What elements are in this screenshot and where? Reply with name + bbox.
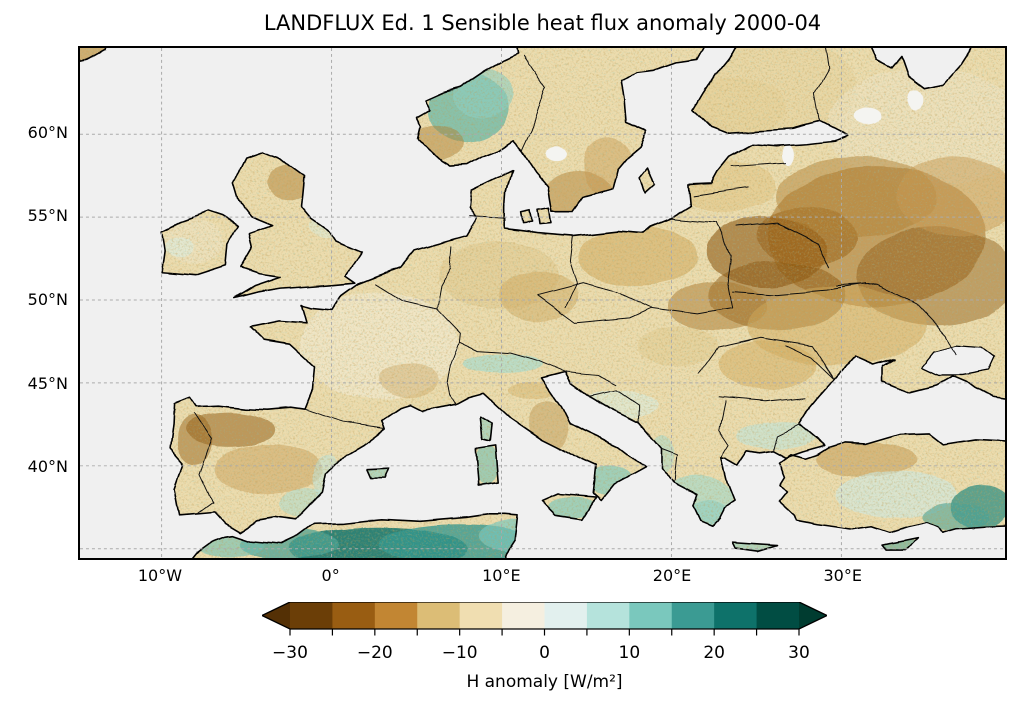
colorbar-segment xyxy=(756,602,800,629)
lon-tick-label: 20°E xyxy=(652,566,692,585)
colorbar-tick-label: 0 xyxy=(539,643,550,663)
colorbar-segment xyxy=(290,602,334,629)
lat-tick-label: 60°N xyxy=(27,122,68,142)
colorbar-tick-label: 30 xyxy=(788,643,810,663)
gridlines xyxy=(80,48,1005,558)
colorbar-segment xyxy=(671,602,715,629)
colorbar-segment xyxy=(459,602,503,629)
map-plot xyxy=(78,46,1007,560)
lat-tick-label: 45°N xyxy=(27,373,68,393)
colorbar: −30 −20 −10 0 10 20 30 xyxy=(262,602,827,663)
colorbar-segment xyxy=(544,602,588,629)
lakes xyxy=(545,89,923,166)
colorbar-tick-label: −20 xyxy=(357,643,393,663)
sea-of-azov xyxy=(920,345,995,377)
colorbar-segment xyxy=(586,602,630,629)
colorbar-over-arrow xyxy=(799,602,827,629)
lat-tick-label: 55°N xyxy=(27,206,68,226)
lon-tick-label: 30°E xyxy=(823,566,862,585)
colorbar-tick-label: −10 xyxy=(442,643,478,663)
colorbar-segment xyxy=(714,602,758,629)
lon-tick-label: 10°E xyxy=(482,566,521,585)
lat-tick-label: 40°N xyxy=(27,457,68,477)
colorbar-segment xyxy=(332,602,376,629)
lon-tick-label: 0° xyxy=(321,566,340,585)
colorbar-segment xyxy=(374,602,418,629)
colorbar-under-arrow xyxy=(262,602,290,629)
colorbar-segment xyxy=(502,602,546,629)
colorbar-label: H anomaly [W/m²] xyxy=(466,672,623,692)
figure-title: LANDFLUX Ed. 1 Sensible heat flux anomal… xyxy=(263,11,822,35)
colorbar-tick-label: 10 xyxy=(619,643,641,663)
lat-tick-label: 50°N xyxy=(27,289,68,309)
colorbar-segment xyxy=(417,602,461,629)
colorbar-tick-label: 20 xyxy=(703,643,725,663)
colorbar-segment xyxy=(629,602,673,629)
colorbar-tick-label: −30 xyxy=(272,643,308,663)
europe-map xyxy=(80,48,1005,558)
lon-tick-label: 10°W xyxy=(137,566,183,585)
